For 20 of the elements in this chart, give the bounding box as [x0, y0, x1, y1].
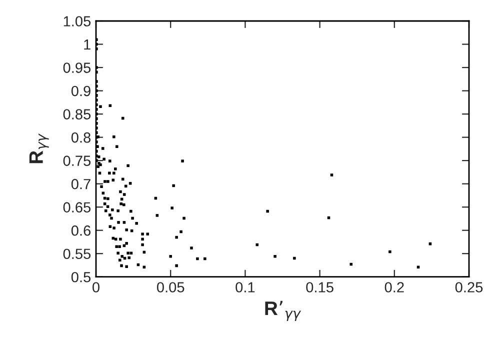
- y-tick-label: 0.55: [63, 248, 91, 260]
- y-tick-label: 0.6: [71, 225, 90, 236]
- y-tick-label: 1: [84, 40, 90, 50]
- x-tick-label: 0.2: [384, 282, 404, 292]
- x-axis-title: R’$_{γγ}$: [265, 300, 302, 322]
- y-tick-label: 0.8: [71, 132, 91, 143]
- x-tick-label: 0.15: [306, 282, 334, 292]
- x-tick-label: 0.05: [156, 282, 184, 292]
- x-tick-label: 0.1: [236, 282, 255, 292]
- x-tick-label: 0: [92, 282, 100, 292]
- x-tick-label: 0.25: [455, 282, 483, 292]
- y-tick-label: 0.85: [63, 109, 91, 120]
- y-tick-label: 0.7: [71, 178, 90, 190]
- y-tick-label: 0.9: [71, 86, 90, 96]
- y-tick-label: 0.65: [63, 202, 91, 212]
- y-tick-label: 0.95: [63, 62, 91, 73]
- y-tick-label: 0.5: [71, 272, 91, 282]
- y-tick-label: 1.05: [64, 16, 91, 26]
- y-tick-label: 0.75: [63, 156, 91, 166]
- y-axis-title: R$_{γγ}$: [29, 133, 49, 164]
